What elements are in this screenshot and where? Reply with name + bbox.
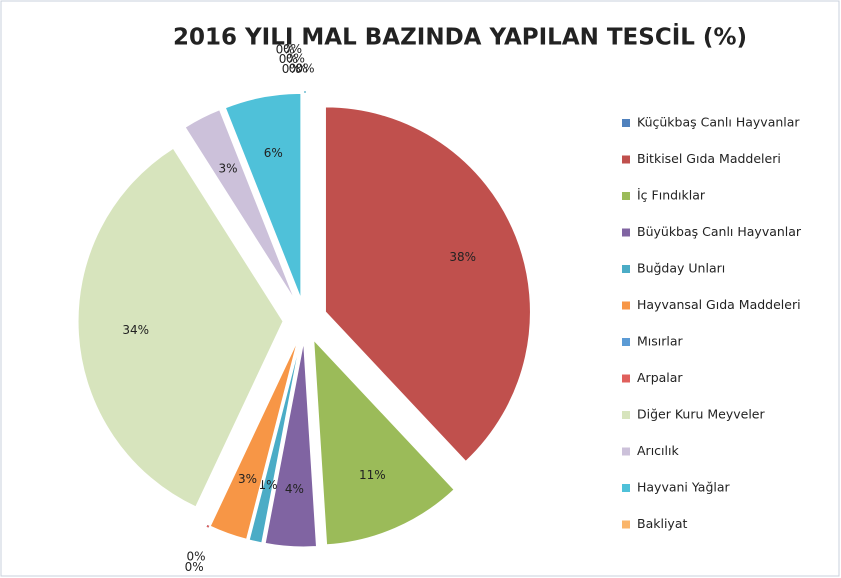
- pie-slice: [209, 340, 299, 540]
- data-label: 4%: [285, 482, 304, 496]
- legend-swatch: [622, 411, 630, 419]
- legend-swatch: [622, 301, 630, 310]
- legend-swatch: [622, 228, 630, 237]
- legend-label: Mısırlar: [637, 334, 684, 349]
- legend-label: Büyükbaş Canlı Hayvanlar: [637, 224, 802, 239]
- data-label: 11%: [359, 468, 386, 482]
- pie-slice: [248, 341, 301, 544]
- data-label: 0%: [283, 42, 302, 56]
- legend-swatch: [622, 338, 630, 346]
- data-label: 34%: [122, 323, 149, 337]
- data-label: 0%: [276, 42, 295, 56]
- data-label: 3%: [218, 161, 237, 175]
- data-label: 1%: [258, 478, 277, 492]
- data-label: 0%: [185, 560, 204, 574]
- pie-slice: [313, 338, 455, 546]
- legend-label: Diğer Kuru Meyveler: [637, 407, 765, 422]
- legend-label: İç Fındıklar: [637, 188, 706, 203]
- legend-swatch: [622, 374, 630, 383]
- pie-slice: [324, 106, 531, 463]
- legend-label: Küçükbaş Canlı Hayvanlar: [637, 115, 800, 130]
- legend-label: Buğday Unları: [637, 261, 725, 276]
- legend-swatch: [622, 484, 630, 492]
- legend-label: Arıcılık: [637, 443, 679, 458]
- pie-slice: [184, 109, 296, 301]
- data-label: 3%: [238, 472, 257, 486]
- data-label: 0%: [286, 52, 305, 66]
- legend-label: Bitkisel Gıda Maddeleri: [637, 151, 781, 166]
- legend-swatch: [622, 119, 630, 127]
- data-label: 0%: [295, 62, 314, 76]
- pie-slice: [206, 524, 210, 528]
- legend-swatch: [622, 155, 630, 164]
- legend-label: Hayvansal Gıda Maddeleri: [637, 297, 801, 312]
- pie-slice: [264, 341, 318, 548]
- data-label: 0%: [282, 62, 301, 76]
- legend-swatch: [622, 265, 630, 273]
- legend-label: Arpalar: [637, 370, 683, 385]
- legend-swatch: [622, 192, 630, 200]
- legend-label: Bakliyat: [637, 516, 687, 531]
- data-label: 0%: [187, 550, 206, 564]
- chart-title: 2016 YILI MAL BAZINDA YAPILAN TESCİL (%): [173, 23, 747, 51]
- legend-swatch: [622, 447, 630, 456]
- data-label: 0%: [279, 52, 298, 66]
- data-label: 0%: [289, 62, 308, 76]
- legend-swatch: [622, 520, 630, 529]
- data-label: 6%: [264, 146, 283, 160]
- legend-label: Hayvani Yağlar: [637, 480, 731, 495]
- data-label: 38%: [449, 250, 476, 264]
- pie-slice: [77, 147, 284, 508]
- pie-slice: [224, 92, 302, 299]
